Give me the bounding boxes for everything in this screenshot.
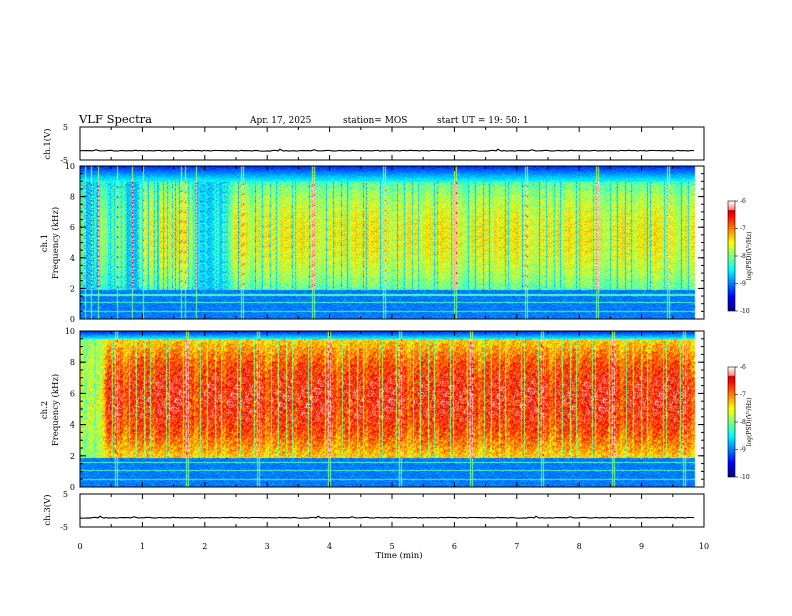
xtick-label: 7 — [514, 542, 519, 551]
ytick-label: 2 — [70, 284, 75, 293]
ytick-label: 5 — [63, 123, 68, 132]
ytick-label: 4 — [70, 254, 75, 263]
date-label: Apr. 17, 2025 — [249, 116, 312, 126]
colorbar-tick-label: -8 — [740, 253, 746, 260]
ytick-label: -5 — [60, 156, 68, 165]
ch1-freq-axis-label-line2: Frequency (kHz) — [50, 207, 61, 279]
colorbar-2-label: log(PSD)(V²/Hz) — [746, 398, 753, 447]
ytick-label: 5 — [63, 490, 68, 499]
ch1-freq-axis-label-line1: ch.1 — [40, 234, 50, 252]
ytick-label: 10 — [65, 327, 75, 336]
colorbar-2-image — [728, 367, 735, 477]
xtick-label: 10 — [699, 542, 709, 551]
colorbar-tick-label: -6 — [740, 198, 746, 205]
ytick-label: 8 — [70, 358, 75, 367]
colorbar-tick-label: -7 — [740, 392, 746, 399]
ytick-label: 6 — [70, 389, 75, 398]
colorbar-tick-label: -9 — [740, 447, 746, 454]
colorbar-tick-label: -10 — [740, 474, 750, 481]
colorbar-tick-label: -10 — [740, 308, 750, 315]
xtick-label: 8 — [577, 542, 582, 551]
station-label: station= MOS — [343, 116, 407, 126]
ytick-label: 6 — [70, 223, 75, 232]
ytick-label: 2 — [70, 452, 75, 461]
xtick-label: 6 — [452, 542, 457, 551]
ch1-voltage-axis-label: ch.1(V) — [42, 128, 53, 159]
ytick-label: 0 — [70, 315, 75, 324]
xtick-label: 2 — [202, 542, 207, 551]
xtick-label: 9 — [639, 542, 644, 551]
ytick-label: 10 — [65, 162, 75, 171]
ch2-freq-axis-label-line1: ch.2 — [40, 401, 50, 419]
colorbar-1-image — [728, 201, 735, 311]
time-axis-label: Time (min) — [375, 550, 422, 561]
colorbar-tick-label: -6 — [740, 364, 746, 371]
xtick-label: 0 — [77, 542, 82, 551]
xtick-label: 1 — [140, 542, 145, 551]
ytick-label: -5 — [60, 523, 68, 532]
xtick-label: 4 — [327, 542, 332, 551]
colorbar-1-label: log(PSD)(V²/Hz) — [746, 232, 753, 281]
colorbar-tick-label: -8 — [740, 419, 746, 426]
ch3-voltage-axis-label: ch.3(V) — [42, 494, 53, 525]
ch1-waveform-line — [79, 148, 695, 152]
colorbar-tick-label: -9 — [740, 281, 746, 288]
ytick-label: 8 — [70, 193, 75, 202]
ch1-spectrogram-image — [80, 166, 704, 319]
ch2-freq-axis-label-line2: Frequency (kHz) — [50, 374, 61, 446]
ytick-label: 4 — [70, 421, 75, 430]
ch3-waveform-line — [79, 515, 695, 519]
ch2-spectrogram-image — [80, 331, 704, 487]
start-time-label: start UT = 19: 50: 1 — [437, 116, 529, 126]
figure-title: VLF Spectra — [78, 112, 152, 126]
colorbar-tick-label: -7 — [740, 226, 746, 233]
xtick-label: 5 — [389, 542, 394, 551]
xtick-label: 3 — [265, 542, 270, 551]
ytick-label: 0 — [70, 483, 75, 492]
